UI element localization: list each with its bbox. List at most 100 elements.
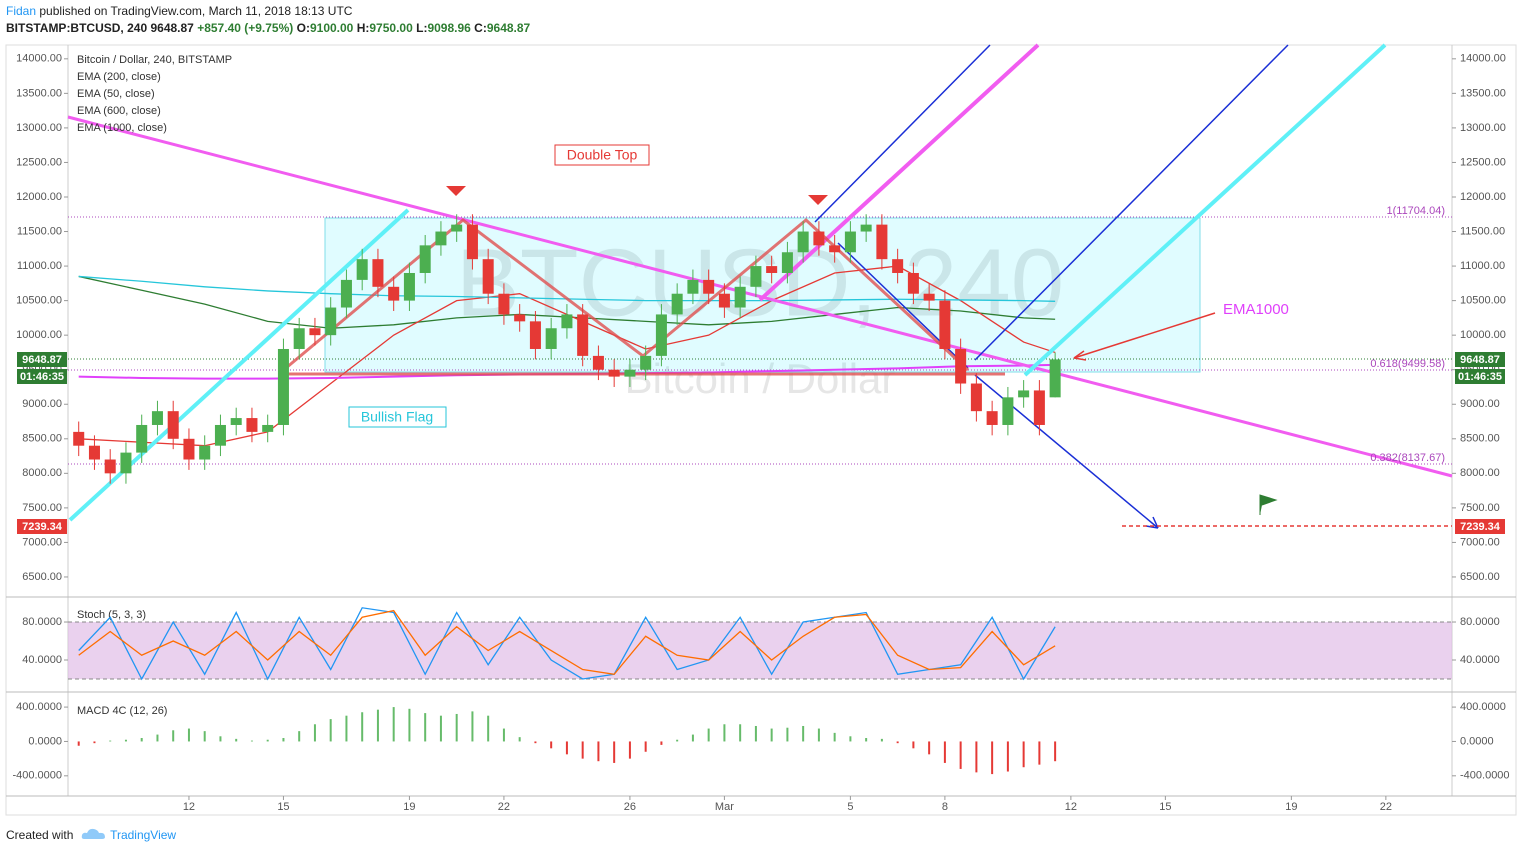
macd-bar — [896, 741, 899, 744]
header-line: BITSTAMP:BTCUSD, 240 9648.87 +857.40 (+9… — [6, 20, 530, 37]
x-tick-label: 12 — [1065, 801, 1077, 813]
price-tags: 9648.87 01:46:35 7239.34 9648.87 01:46:3… — [17, 352, 1505, 534]
macd-bar — [880, 738, 883, 742]
macd-bar — [739, 724, 742, 742]
macd-bar — [550, 741, 553, 749]
price-tag — [1455, 352, 1505, 367]
candle-body — [104, 459, 116, 474]
macd-bar — [1038, 741, 1041, 765]
x-tick-label: 22 — [498, 801, 510, 813]
logo-shape — [81, 828, 105, 839]
y-tick-label: 11000.00 — [1460, 260, 1505, 272]
legend-entry: EMA (50, close) — [77, 88, 155, 100]
candle-body — [73, 431, 85, 446]
ohlc-key: C: — [474, 21, 487, 35]
ohlc-value: 9098.96 — [427, 21, 471, 35]
candle-body — [199, 445, 211, 460]
macd-bar — [613, 741, 616, 763]
macd-bar — [565, 741, 568, 755]
macd-bar — [943, 741, 946, 763]
y-tick-label: 0.0000 — [28, 735, 62, 747]
macd-bar — [865, 738, 868, 742]
candle-body — [388, 286, 400, 301]
footer: Created with TradingView — [6, 825, 176, 842]
macd-bar — [471, 711, 474, 742]
macd-bar — [786, 727, 789, 742]
y-tick-label: 11000.00 — [17, 260, 62, 272]
candle-body — [687, 279, 699, 294]
macd-bar — [991, 741, 994, 775]
author[interactable]: Fidan — [6, 4, 37, 18]
annotation-box — [348, 406, 447, 428]
price-tag-label: 9648.87 — [1460, 354, 1500, 366]
candle-body — [577, 314, 589, 356]
y-tick-label: 14000.00 — [1460, 53, 1506, 65]
macd-bar — [581, 741, 584, 759]
legend: Bitcoin / Dollar, 240, BITSTAMP EMA (200… — [77, 54, 232, 134]
y-tick-label: 400.0000 — [16, 701, 62, 713]
macd-bar — [628, 741, 631, 759]
brand[interactable]: TradingView — [110, 828, 177, 842]
y-tick-label: -400.0000 — [1460, 770, 1510, 782]
candle-body — [529, 321, 541, 349]
annotation: Double Top — [567, 147, 638, 163]
candle-body — [214, 424, 226, 446]
y-tick-label: 12000.00 — [16, 191, 62, 203]
macd-bar — [313, 724, 316, 742]
arrow — [1073, 312, 1216, 359]
ohlc-key: H: — [356, 21, 370, 35]
candle-body — [230, 418, 242, 425]
macd-bar — [597, 741, 600, 762]
macd-bar — [707, 728, 710, 742]
macd-bar — [187, 728, 190, 742]
y-tick-label: 9000.00 — [22, 398, 62, 410]
y-tick-label: 13500.00 — [16, 87, 62, 99]
logo — [81, 828, 105, 839]
legend-title: Bitcoin / Dollar, 240, BITSTAMP — [77, 54, 232, 66]
change: +857.40 (+9.75%) — [197, 21, 294, 35]
macd-bar — [345, 715, 348, 742]
macd-bar — [361, 712, 364, 742]
fib-label: 1(11704.04) — [1386, 205, 1445, 217]
candle-body — [88, 445, 100, 460]
candle-body — [167, 411, 179, 439]
x-tick-label: 12 — [183, 801, 195, 813]
candle-body — [640, 355, 652, 370]
macd-bar — [676, 739, 679, 742]
y-tick-label: 8000.00 — [1460, 467, 1500, 479]
candle-body — [514, 314, 526, 322]
candle-body — [592, 355, 604, 370]
y-tick-label: 7500.00 — [1460, 502, 1500, 514]
y-tick-label: -400.0000 — [12, 770, 62, 782]
ema-line — [78, 275, 1056, 302]
macd-bar — [912, 741, 915, 749]
y-tick-label: 11500.00 — [1460, 225, 1505, 237]
macd-bar — [975, 741, 978, 773]
macd-bar — [392, 707, 395, 742]
published: published on TradingView.com, March 11, … — [39, 4, 353, 18]
price-tag-label: 01:46:35 — [20, 371, 64, 383]
fib-label: 0.618(9499.58) — [1370, 358, 1445, 370]
stoch-line — [78, 607, 1056, 681]
candle-body — [246, 418, 258, 432]
macd-bar — [250, 740, 253, 742]
candle-body — [829, 245, 841, 253]
candle-body — [262, 424, 274, 432]
price-tag — [17, 519, 67, 534]
x-tick-label: 22 — [1380, 801, 1392, 813]
candle-body — [356, 259, 368, 280]
candle-body — [293, 328, 305, 349]
macd-bar — [754, 725, 757, 742]
macd-bar — [817, 728, 820, 742]
macd-bar — [376, 709, 379, 742]
y-tick-label: 13000.00 — [16, 122, 62, 134]
price-tag-label: 9648.87 — [22, 354, 62, 366]
macd-bar — [455, 713, 458, 742]
chart: BTCUSD, 240 Bitcoin / Dollar Double Top … — [5, 43, 1517, 816]
trend-line — [758, 43, 1040, 302]
price-tag — [1455, 519, 1505, 534]
candle-body — [136, 424, 148, 453]
y-tick-label: 7000.00 — [1460, 536, 1500, 548]
arrow-head — [1073, 350, 1087, 361]
